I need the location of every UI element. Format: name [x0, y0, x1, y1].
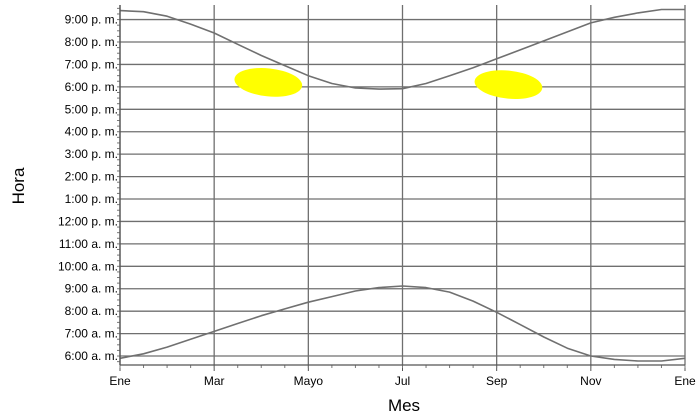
- y-tick-label: 12:00 p. m.: [58, 214, 118, 228]
- highlight-ellipse: [474, 70, 543, 99]
- x-tick-label: Ene: [674, 374, 696, 388]
- y-tick-label: 11:00 a. m.: [59, 237, 118, 251]
- y-tick-label: 7:00 p. m.: [65, 57, 118, 71]
- y-tick-label: 4:00 p. m.: [65, 125, 118, 139]
- x-tick-labels: Ene Mar Mayo Jul Sep Nov Ene: [109, 374, 696, 388]
- x-tick-label: Jul: [395, 374, 410, 388]
- y-tick-label: 2:00 p. m.: [65, 170, 118, 184]
- y-tick-label: 5:00 p. m.: [65, 102, 118, 116]
- highlight-ellipse: [234, 68, 303, 97]
- y-tick-label: 9:00 p. m.: [65, 13, 118, 27]
- series-line: [119, 8, 685, 90]
- y-tick-label: 3:00 p. m.: [65, 147, 118, 161]
- series-lines: [119, 8, 686, 362]
- x-axis-title: Mes: [388, 396, 420, 415]
- x-tick-label: Mar: [204, 374, 225, 388]
- series-line: [119, 285, 686, 362]
- y-tick-labels: 9:00 p. m. 8:00 p. m. 7:00 p. m. 6:00 p. m.…: [58, 13, 118, 363]
- y-tick-label: 6:00 a. m.: [65, 349, 118, 363]
- grid-lines: [119, 5, 686, 365]
- y-tick-label: 8:00 a. m.: [65, 304, 118, 318]
- y-tick-label: 9:00 a. m.: [65, 282, 118, 296]
- minor-ticks: [117, 7, 686, 371]
- y-tick-label: 8:00 p. m.: [65, 35, 118, 49]
- highlight-ellipses: [234, 68, 543, 99]
- x-tick-label: Sep: [486, 374, 508, 388]
- y-axis-title: Hora: [9, 167, 28, 204]
- axis-lines: [119, 5, 685, 366]
- x-tick-label: Nov: [580, 374, 601, 388]
- y-tick-label: 10:00 a. m.: [58, 259, 118, 273]
- x-tick-label: Mayo: [294, 374, 324, 388]
- x-tick-label: Ene: [109, 374, 131, 388]
- y-tick-label: 1:00 p. m.: [65, 192, 118, 206]
- y-tick-label: 7:00 a. m.: [65, 327, 118, 341]
- y-tick-label: 6:00 p. m.: [65, 80, 118, 94]
